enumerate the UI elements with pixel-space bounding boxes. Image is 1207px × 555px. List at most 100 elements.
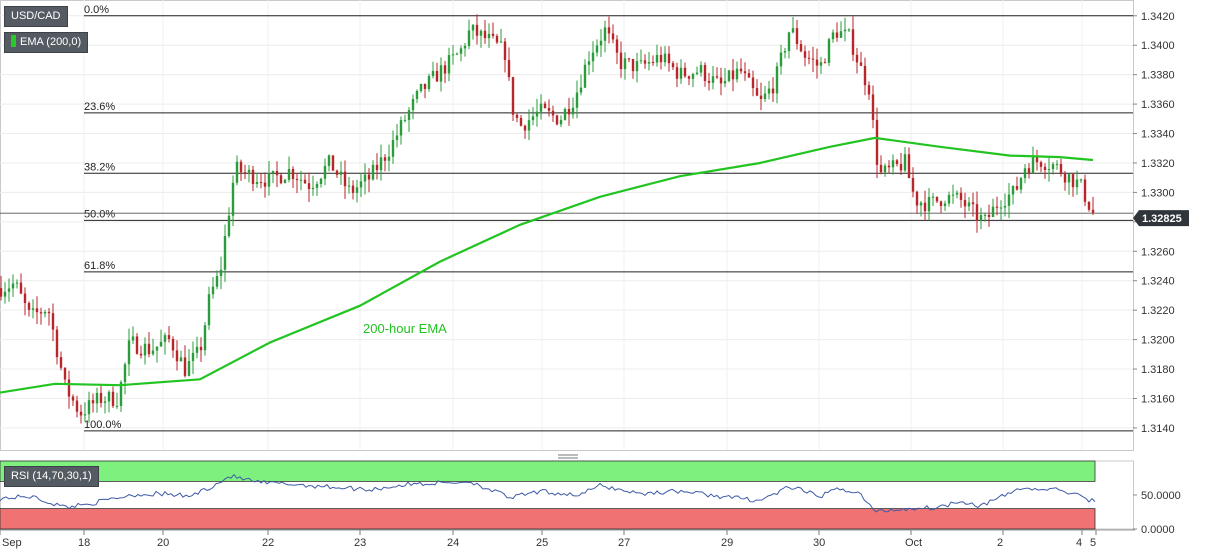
candle-body	[219, 269, 223, 277]
candle-body	[131, 336, 135, 341]
candle-body	[903, 154, 907, 171]
candle-body	[135, 336, 139, 354]
candle-body	[799, 44, 803, 52]
candle-body	[203, 325, 207, 351]
candle-body	[847, 29, 851, 31]
candle-body	[699, 65, 703, 73]
candle-body	[947, 194, 951, 204]
rsi-indicator-label: RSI (14,70,30,1)	[4, 466, 99, 487]
price-tick-label: 1.3180	[1141, 364, 1175, 376]
candle-body	[731, 70, 735, 80]
price-panel-frame	[0, 0, 1134, 451]
candle-body	[443, 65, 447, 74]
candle-body	[739, 68, 743, 72]
candle-body	[679, 67, 683, 79]
rsi-tick-label: 0.0000	[1141, 524, 1175, 536]
candle-body	[439, 65, 443, 82]
candle-body	[275, 170, 279, 176]
candle-body	[915, 191, 919, 206]
candle-body	[459, 48, 463, 54]
candle-body	[583, 64, 587, 88]
candle-body	[171, 338, 175, 351]
candle-body	[227, 215, 231, 237]
time-tick-label: Oct	[905, 537, 922, 549]
candle-body	[303, 179, 307, 184]
candle-body	[187, 361, 191, 376]
candle-body	[7, 288, 11, 292]
candle-body	[1067, 174, 1071, 183]
candle-body	[235, 161, 239, 183]
candle-body	[423, 83, 427, 89]
time-axis: Sep 18 20 22 23 24 25 27 29 30 Oct 2 4 5	[0, 529, 1135, 549]
candle-body	[807, 57, 811, 59]
candle-body	[979, 215, 983, 221]
candle-body	[51, 313, 55, 330]
candle-body	[995, 206, 999, 208]
candle-body	[855, 54, 859, 63]
candle-body	[451, 54, 455, 56]
candle-body	[283, 179, 287, 184]
candle-body	[211, 286, 215, 295]
candle-body	[615, 39, 619, 53]
candle-body	[243, 172, 247, 174]
candle-body	[747, 73, 751, 78]
candle-body	[59, 357, 63, 368]
candle-body	[1003, 205, 1007, 208]
candle-body	[703, 65, 707, 81]
candle-body	[403, 119, 407, 121]
candle-body	[263, 182, 267, 187]
candle-body	[815, 59, 819, 66]
candle-body	[963, 199, 967, 207]
candle-body	[891, 160, 895, 168]
candle-body	[35, 308, 39, 313]
candle-body	[751, 77, 755, 89]
candle-body	[251, 169, 255, 185]
price-tick-label: 1.3260	[1141, 246, 1175, 258]
candle-body	[463, 45, 467, 49]
candle-body	[323, 165, 327, 179]
candle-body	[931, 196, 935, 198]
candle-body	[927, 197, 931, 212]
candle-body	[431, 71, 435, 77]
candle-body	[351, 185, 355, 193]
candle-body	[139, 353, 143, 356]
candle-body	[179, 357, 183, 362]
candle-body	[383, 157, 387, 161]
candle-body	[559, 119, 563, 125]
current-price-tag: 1.32825	[1133, 210, 1189, 227]
candle-body	[743, 71, 747, 74]
candle-body	[871, 94, 875, 120]
candle-body	[1091, 209, 1095, 213]
candle-body	[519, 117, 523, 126]
candle-body	[647, 61, 651, 64]
candle-body	[491, 33, 495, 36]
candle-body	[83, 414, 87, 416]
candle-body	[783, 51, 787, 53]
candle-body	[763, 93, 767, 99]
candle-body	[207, 294, 211, 326]
candle-body	[551, 110, 555, 116]
candle-body	[1043, 166, 1047, 171]
candle-body	[155, 346, 159, 351]
ema-color-swatch	[11, 35, 16, 47]
candle-body	[575, 92, 579, 108]
candle-body	[727, 70, 731, 81]
time-tick-label: 2	[997, 537, 1003, 549]
fib-label: 38.2%	[84, 161, 115, 173]
candle-body	[267, 173, 271, 187]
candle-body	[1007, 194, 1011, 206]
candle-body	[347, 185, 351, 187]
candle-body	[287, 168, 291, 180]
candle-body	[971, 202, 975, 205]
candle-body	[563, 108, 567, 120]
candle-body	[0, 288, 3, 297]
candle-body	[151, 350, 155, 355]
candle-body	[315, 183, 319, 188]
symbol-label: USD/CAD	[4, 6, 68, 27]
time-tick-label: 27	[618, 537, 630, 549]
candle-body	[655, 54, 659, 63]
candle-body	[339, 171, 343, 175]
time-tick-label: 24	[447, 537, 459, 549]
candle-body	[167, 335, 171, 339]
candle-body	[675, 67, 679, 79]
